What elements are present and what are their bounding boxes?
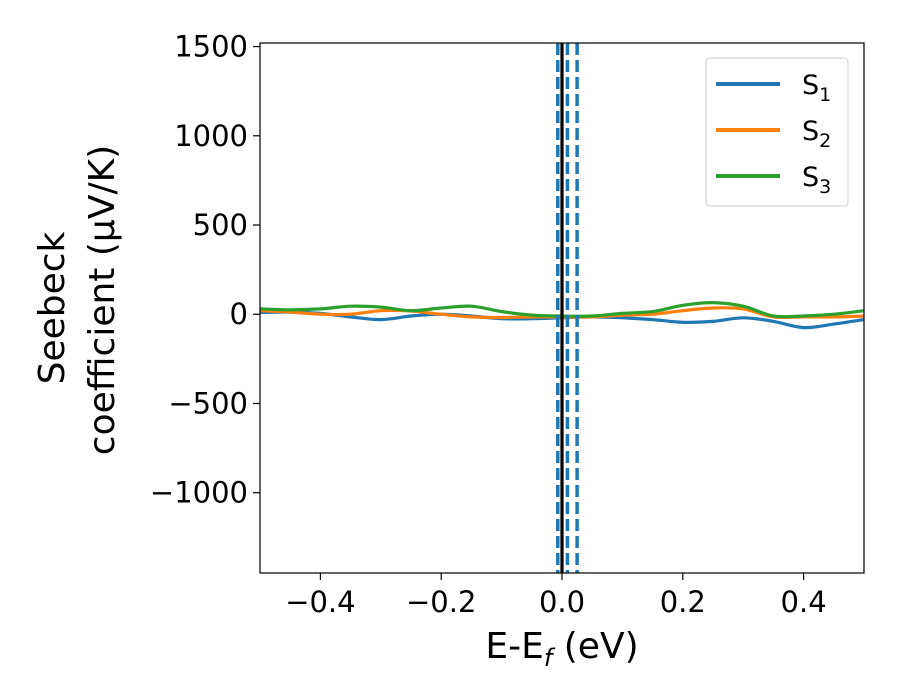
y-tick-label: −1000	[150, 476, 248, 510]
x-axis-label-main: E-E	[485, 626, 543, 667]
legend-label-1: S1	[802, 70, 831, 106]
x-tick-label: 0.4	[781, 585, 827, 619]
y-axis-label-line1: Seebeck	[32, 231, 73, 384]
vline-layer	[556, 43, 579, 573]
y-axis-ticks: −1000 −500 0 500 1000 1500	[150, 30, 260, 510]
y-tick-label: 1000	[174, 119, 248, 153]
x-tick-label: −0.2	[406, 585, 476, 619]
x-axis-label-unit: (eV)	[552, 626, 638, 667]
x-axis-label: E-Ef (eV)	[485, 626, 638, 672]
x-tick-label: −0.4	[285, 585, 355, 619]
x-axis-ticks: −0.4 −0.2 0.0 0.2 0.4	[285, 573, 827, 619]
legend-label-3: S3	[802, 162, 831, 198]
y-tick-label: −500	[168, 386, 248, 420]
legend-label-2: S2	[802, 116, 831, 152]
y-axis-label-line2: coefficient (μV/K)	[82, 145, 123, 455]
y-tick-label: 0	[230, 297, 248, 331]
y-tick-label: 500	[193, 208, 248, 242]
legend: S1 S2 S3	[705, 57, 849, 207]
x-tick-label: 0.2	[660, 585, 706, 619]
y-tick-label: 1500	[174, 30, 248, 64]
x-tick-label: 0.0	[539, 585, 585, 619]
